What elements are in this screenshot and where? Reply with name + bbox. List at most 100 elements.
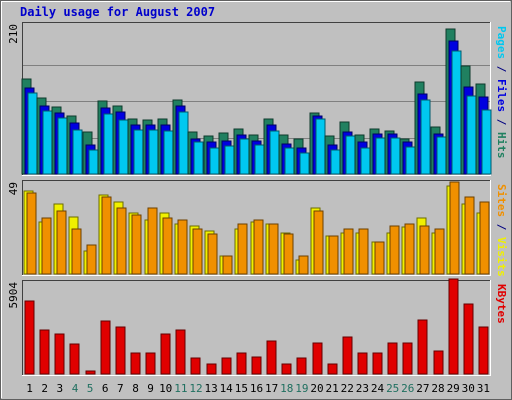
x-tick-label-day-12: 12	[189, 382, 202, 395]
bar-pages-day-24	[375, 137, 386, 175]
x-tick-label-day-2: 2	[41, 382, 48, 395]
x-tick-label-day-18: 18	[280, 382, 293, 395]
bar-sites-day-2	[41, 217, 52, 275]
bar-kbytes-day-14	[221, 357, 232, 375]
panel-middle-legend: Sites / Visits	[495, 184, 508, 277]
chart-title: Daily usage for August 2007	[20, 5, 215, 19]
bar-sites-day-25	[389, 225, 400, 275]
bar-pages-day-6	[103, 113, 114, 175]
x-tick-label-day-19: 19	[295, 382, 308, 395]
bar-sites-day-28	[434, 228, 445, 275]
x-tick-label-day-29: 29	[447, 382, 460, 395]
x-tick-label-day-17: 17	[265, 382, 278, 395]
bar-kbytes-day-13	[206, 363, 217, 375]
bar-sites-day-1	[26, 192, 37, 275]
bar-kbytes-day-23	[357, 352, 368, 375]
bar-sites-day-15	[237, 223, 248, 275]
bar-sites-day-4	[71, 228, 82, 275]
x-tick-label-day-11: 11	[174, 382, 187, 395]
bar-kbytes-day-26	[402, 342, 413, 375]
x-tick-label-day-24: 24	[371, 382, 385, 395]
bar-kbytes-day-7	[115, 326, 126, 375]
bar-pages-day-9	[148, 129, 159, 175]
x-tick-label-day-15: 15	[235, 382, 248, 395]
bar-pages-day-13	[209, 147, 220, 175]
x-tick-label-day-20: 20	[310, 382, 323, 395]
bar-kbytes-day-24	[372, 352, 383, 375]
panel-bottom: 5904 KBytes	[7, 278, 508, 376]
panel-top-legend: Pages / Files / Hits	[495, 26, 508, 159]
bar-kbytes-day-19	[296, 357, 307, 375]
x-tick-label-day-8: 8	[132, 382, 139, 395]
bar-sites-day-13	[207, 233, 218, 275]
bar-sites-day-11	[177, 219, 188, 275]
bar-pages-day-12	[193, 141, 204, 175]
panel-top-legend-item: /	[495, 59, 508, 79]
bar-kbytes-day-16	[251, 356, 262, 375]
bar-kbytes-day-10	[160, 333, 171, 375]
bar-kbytes-day-25	[387, 342, 398, 375]
bar-kbytes-day-2	[39, 329, 50, 375]
bar-kbytes-day-6	[100, 320, 111, 375]
bar-kbytes-day-15	[236, 352, 247, 375]
panel-middle-legend-item: Visits	[495, 237, 508, 277]
bar-kbytes-day-21	[327, 363, 338, 375]
x-tick-label-day-22: 22	[341, 382, 354, 395]
bar-kbytes-day-30	[463, 303, 474, 375]
bar-kbytes-day-9	[145, 352, 156, 375]
bar-pages-day-10	[163, 130, 174, 175]
x-tick-label-day-30: 30	[462, 382, 475, 395]
bar-sites-day-26	[404, 223, 415, 275]
bar-kbytes-day-1	[24, 300, 35, 375]
bar-pages-day-2	[42, 110, 53, 175]
bar-sites-day-14	[222, 255, 233, 275]
bar-pages-day-17	[269, 130, 280, 175]
panel-top-legend-item: Hits	[495, 132, 508, 159]
bar-sites-day-22	[343, 228, 354, 275]
panel-top: 210 Pages / Files / Hits	[7, 22, 508, 176]
bar-pages-day-18	[284, 147, 295, 175]
panel-middle-ymax-label: 49	[7, 182, 20, 195]
bar-pages-day-20	[315, 118, 326, 175]
bar-sites-day-16	[253, 219, 264, 275]
panel-bottom-legend: KBytes	[495, 284, 508, 324]
x-tick-label-day-27: 27	[416, 382, 429, 395]
panel-middle: 49 Sites / Visits	[7, 180, 508, 277]
panel-middle-legend-item: /	[495, 217, 508, 237]
panel-bottom-legend-item: KBytes	[495, 284, 508, 324]
bar-kbytes-day-29	[448, 278, 459, 375]
bar-sites-day-12	[192, 228, 203, 275]
bar-kbytes-day-11	[175, 329, 186, 375]
bar-pages-day-29	[451, 50, 462, 175]
bar-kbytes-day-8	[130, 352, 141, 375]
x-tick-label-day-25: 25	[386, 382, 399, 395]
bar-kbytes-day-3	[54, 333, 65, 375]
x-tick-label-day-21: 21	[325, 382, 338, 395]
panel-top-legend-item: Files	[495, 79, 508, 112]
bar-kbytes-day-28	[433, 350, 444, 375]
bar-pages-day-5	[88, 149, 99, 175]
bar-kbytes-day-17	[266, 340, 277, 375]
bar-sites-day-10	[162, 217, 173, 275]
panel-top-ymax-label: 210	[7, 24, 20, 44]
x-tick-label-day-3: 3	[56, 382, 63, 395]
bar-pages-day-4	[72, 129, 83, 175]
bar-sites-day-18	[283, 233, 294, 275]
bar-pages-day-14	[224, 145, 235, 175]
bar-sites-day-3	[56, 210, 67, 275]
bar-sites-day-29	[449, 181, 460, 275]
x-tick-label-day-16: 16	[250, 382, 263, 395]
x-tick-label-day-28: 28	[431, 382, 444, 395]
bar-pages-day-27	[420, 99, 431, 175]
x-tick-label-day-26: 26	[401, 382, 414, 395]
x-tick-label-day-4: 4	[72, 382, 79, 395]
bar-kbytes-day-31	[478, 326, 489, 375]
x-tick-label-day-13: 13	[204, 382, 217, 395]
bar-pages-day-23	[360, 147, 371, 175]
bar-sites-day-31	[479, 201, 490, 275]
bar-sites-day-17	[268, 223, 279, 275]
bar-sites-day-23	[358, 228, 369, 275]
x-tick-label-day-23: 23	[356, 382, 369, 395]
bar-pages-day-16	[254, 144, 265, 175]
bar-kbytes-day-18	[281, 363, 292, 375]
